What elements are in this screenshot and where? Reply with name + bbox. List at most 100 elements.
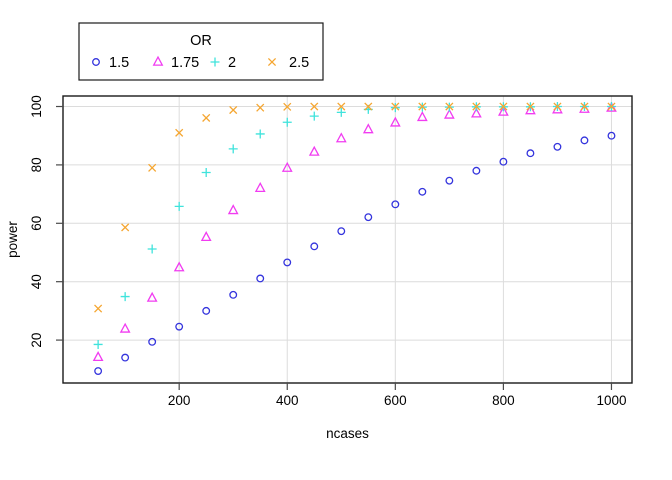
- data-point: [173, 261, 185, 272]
- data-point: [152, 55, 164, 66]
- x-tick-label: 400: [276, 393, 299, 408]
- legend: OR 1.5 1.75 2 2.5: [78, 22, 324, 81]
- data-point: [202, 113, 211, 122]
- data-point: [281, 161, 293, 172]
- y-axis-label: power: [5, 221, 20, 258]
- legend-entry-label: 2.5: [289, 55, 309, 71]
- data-point: [335, 132, 347, 143]
- data-point: [337, 227, 346, 236]
- data-point: [472, 166, 481, 175]
- data-point: [362, 123, 374, 134]
- data-point: [210, 57, 220, 67]
- data-point: [443, 108, 455, 119]
- data-point: [200, 231, 212, 242]
- data-point: [174, 201, 184, 211]
- data-point: [94, 304, 103, 313]
- data-point: [498, 105, 509, 116]
- y-axis: 20 40 60 80 100: [29, 95, 63, 348]
- data-point: [267, 57, 277, 67]
- legend-title: OR: [190, 33, 212, 49]
- data-point: [607, 131, 616, 140]
- data-point: [148, 337, 157, 346]
- data-point: [283, 258, 292, 267]
- data-point: [93, 339, 103, 349]
- series-or-1.5: [94, 131, 616, 375]
- data-point: [499, 157, 508, 166]
- data-point: [175, 128, 184, 137]
- x-axis: 200 400 600 800 1000: [168, 383, 626, 408]
- gridlines: [63, 96, 632, 383]
- x-tick-label: 200: [168, 393, 191, 408]
- data-point: [201, 167, 211, 177]
- data-point: [146, 291, 158, 302]
- data-point: [391, 102, 400, 111]
- plot-border: [62, 95, 633, 384]
- data-point: [310, 242, 319, 251]
- data-point: [416, 111, 428, 122]
- y-tick-label: 40: [29, 274, 44, 289]
- data-point: [472, 102, 481, 111]
- y-tick-label: 20: [29, 333, 44, 348]
- legend-entry-or-1.75: 1.75: [152, 55, 199, 71]
- data-point: [282, 117, 292, 127]
- y-tick-label: 100: [29, 95, 44, 118]
- data-point: [308, 145, 320, 156]
- data-point: [120, 292, 130, 302]
- data-point: [470, 107, 482, 118]
- y-tick-label: 60: [29, 216, 44, 231]
- data-point: [499, 102, 508, 111]
- data-point: [256, 103, 265, 112]
- data-point: [256, 274, 265, 283]
- data-point: [92, 58, 100, 66]
- data-point: [553, 102, 562, 111]
- data-point: [94, 367, 103, 375]
- data-point: [254, 181, 266, 193]
- legend-entry-or-1.5: 1.5: [92, 55, 129, 71]
- data-point: [337, 102, 346, 111]
- x-tick-label: 600: [384, 393, 407, 408]
- data-point: [147, 244, 157, 254]
- data-point: [310, 102, 319, 111]
- data-point: [418, 187, 427, 196]
- series-or-2.5: [94, 102, 616, 313]
- data-point: [391, 200, 400, 209]
- data-point: [526, 102, 535, 111]
- data-point: [283, 102, 292, 111]
- legend-box: [78, 22, 324, 81]
- data-point: [92, 351, 104, 362]
- legend-entry-label: 1.5: [109, 55, 129, 71]
- data-point: [418, 102, 427, 111]
- data-point: [228, 144, 238, 154]
- y-tick-label: 80: [29, 157, 44, 172]
- data-point: [525, 104, 536, 115]
- data-point: [445, 176, 454, 185]
- data-point: [364, 213, 373, 222]
- data-point: [202, 306, 211, 315]
- legend-entry-or-2.5: 2.5: [267, 55, 309, 71]
- data-point: [526, 149, 535, 158]
- data-point: [255, 129, 265, 139]
- legend-entry-or-2: 2: [210, 55, 236, 71]
- data-point: [119, 322, 131, 333]
- data-point: [229, 105, 238, 115]
- data-point: [309, 111, 319, 121]
- data-point: [445, 102, 454, 111]
- data-point: [607, 102, 616, 111]
- data-point: [336, 107, 346, 117]
- data-point: [227, 204, 239, 215]
- data-point: [175, 322, 184, 331]
- legend-entry-label: 1.75: [171, 55, 199, 71]
- data-point: [121, 223, 130, 232]
- data-point: [580, 102, 589, 111]
- x-tick-label: 1000: [596, 393, 626, 408]
- data-point: [148, 163, 157, 172]
- data-point: [390, 103, 400, 113]
- data-point: [553, 142, 562, 151]
- data-point: [229, 290, 238, 299]
- data-point: [580, 136, 589, 145]
- x-axis-label: ncases: [326, 426, 369, 441]
- x-tick-label: 800: [492, 393, 515, 408]
- series-or-1.75: [92, 101, 617, 362]
